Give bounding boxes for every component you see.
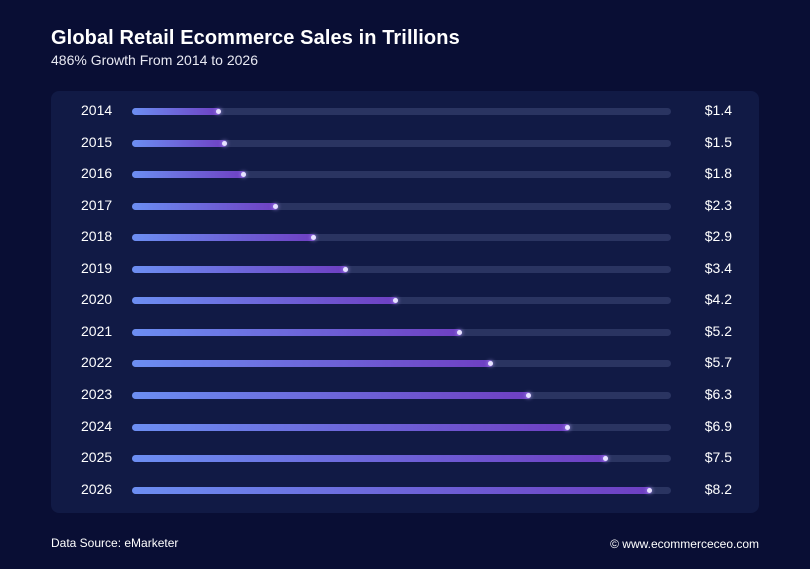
bar-end-marker — [216, 109, 221, 114]
bar-track — [132, 234, 671, 242]
bar-row: 2019 $3.4 — [51, 253, 759, 284]
bar-track — [132, 455, 671, 463]
bar-end-marker — [311, 235, 316, 241]
bar-row: 2022 $5.7 — [51, 347, 759, 378]
bar-end-marker — [647, 487, 652, 493]
year-label: 2018 — [81, 228, 113, 245]
bar — [132, 171, 246, 179]
bar-row: 2024 $6.9 — [51, 411, 759, 442]
bar — [132, 202, 278, 210]
value-label: $2.9 — [704, 228, 732, 245]
bar-track — [132, 108, 671, 115]
year-label: 2025 — [81, 449, 113, 466]
bar-row: 2014 $1.4 — [51, 95, 759, 126]
bar-end-marker — [457, 329, 462, 335]
value-label: $1.4 — [704, 102, 732, 118]
bar-track — [132, 297, 671, 305]
bar-track — [132, 171, 671, 179]
value-label: $8.2 — [704, 480, 732, 497]
year-label: 2021 — [81, 322, 113, 339]
bar-end-marker — [603, 456, 608, 462]
value-label: $2.3 — [704, 196, 732, 213]
bar-row: 2015 $1.5 — [51, 127, 759, 158]
year-label: 2015 — [81, 133, 113, 150]
bar — [132, 234, 316, 242]
value-label: $5.7 — [704, 354, 732, 371]
bar — [132, 139, 227, 147]
bar — [132, 455, 608, 463]
value-label: $5.2 — [704, 322, 732, 339]
value-label: $3.4 — [704, 259, 732, 276]
year-label: 2024 — [81, 417, 113, 434]
bar-row: 2017 $2.3 — [51, 190, 759, 221]
bar — [132, 108, 221, 115]
bar-end-marker — [526, 392, 531, 398]
bar-row: 2020 $4.2 — [51, 284, 759, 315]
bar-track — [132, 423, 671, 431]
bar-track — [132, 328, 671, 336]
bar-track — [132, 202, 671, 210]
year-label: 2020 — [81, 291, 113, 308]
year-label: 2026 — [81, 480, 113, 497]
value-label: $4.2 — [704, 291, 732, 308]
bar — [132, 328, 462, 336]
chart-title: Global Retail Ecommerce Sales in Trillio… — [51, 27, 460, 49]
bar-end-marker — [488, 361, 493, 367]
bar — [132, 423, 570, 431]
year-label: 2014 — [81, 102, 113, 118]
bar — [132, 265, 348, 273]
year-label: 2017 — [81, 196, 113, 213]
bar-end-marker — [273, 203, 278, 209]
bar-row: 2026 $8.2 — [51, 474, 759, 505]
chart-panel: 2014 $1.4 2015 $1.5 2016 $1.8 2017 $2.3 2018 $2.9… — [51, 91, 759, 513]
bar-track — [132, 139, 671, 147]
bar-row: 2016 $1.8 — [51, 158, 759, 189]
bar-track — [132, 486, 671, 494]
bar-track — [132, 391, 671, 399]
bar-track — [132, 360, 671, 368]
bar-row: 2025 $7.5 — [51, 442, 759, 473]
data-source: Data Source: eMarketer — [51, 536, 179, 550]
value-label: $6.9 — [704, 417, 732, 434]
bar-track — [132, 265, 671, 273]
year-label: 2016 — [81, 165, 113, 182]
value-label: $1.5 — [704, 133, 732, 150]
bar-end-marker — [241, 172, 246, 178]
year-label: 2019 — [81, 259, 113, 276]
value-label: $1.8 — [704, 165, 732, 182]
bar-end-marker — [343, 266, 348, 272]
bar-row: 2023 $6.3 — [51, 379, 759, 410]
value-label: $7.5 — [704, 449, 732, 466]
bar-row: 2021 $5.2 — [51, 316, 759, 347]
chart-subtitle: 486% Growth From 2014 to 2026 — [51, 52, 259, 68]
bar — [132, 391, 531, 399]
bar-end-marker — [393, 298, 398, 304]
bar — [132, 297, 398, 305]
copyright-link[interactable]: © www.ecommerceceo.com — [610, 537, 759, 551]
bar — [132, 360, 493, 368]
bar-end-marker — [565, 424, 570, 430]
bar-row: 2018 $2.9 — [51, 221, 759, 252]
bar — [132, 486, 652, 494]
value-label: $6.3 — [704, 385, 732, 402]
year-label: 2022 — [81, 354, 113, 371]
bar-end-marker — [222, 140, 227, 146]
year-label: 2023 — [81, 385, 113, 402]
